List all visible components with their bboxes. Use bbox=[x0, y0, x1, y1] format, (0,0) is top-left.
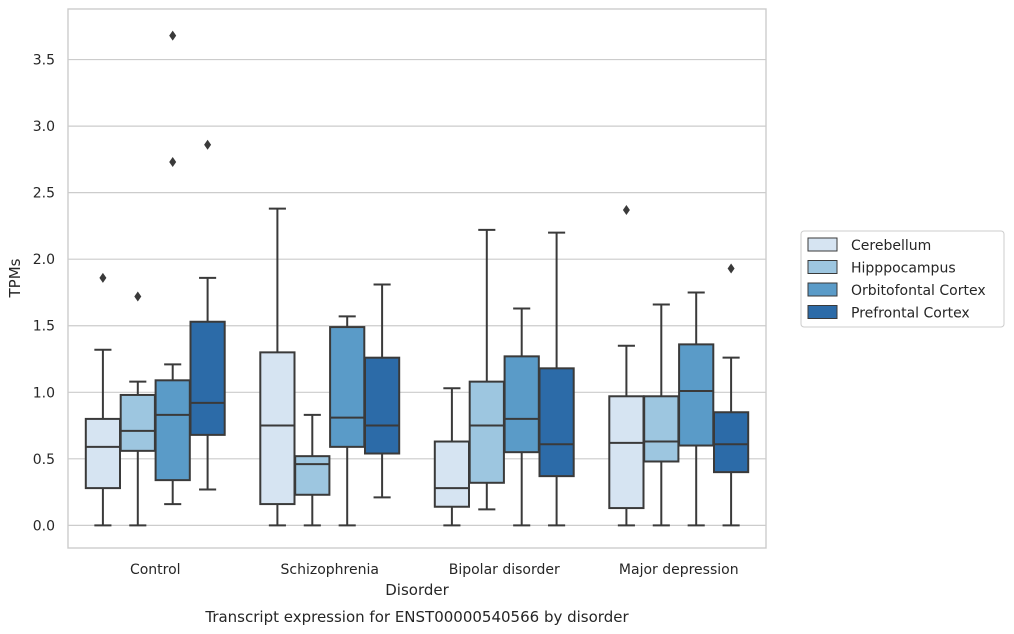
box bbox=[84, 417, 122, 490]
outlier-point bbox=[99, 272, 107, 283]
y-tick-labels: 0.0 0.5 1.0 1.5 2.0 2.5 3.0 3.5 bbox=[33, 53, 55, 535]
outlier-point bbox=[727, 263, 735, 274]
legend-label: Orbitofontal Cortex bbox=[851, 283, 986, 299]
y-tick-label: 0.5 bbox=[33, 452, 55, 468]
y-tick-label: 3.5 bbox=[33, 53, 55, 69]
category-group bbox=[84, 30, 226, 527]
category-group bbox=[608, 204, 750, 527]
legend: Cerebellum Hipppocampus Orbitofontal Corte… bbox=[800, 230, 1005, 328]
category-group bbox=[433, 228, 575, 527]
box bbox=[643, 395, 680, 463]
x-tick-label: Bipolar disorder bbox=[449, 562, 560, 578]
box bbox=[259, 351, 296, 506]
category-group bbox=[259, 207, 401, 527]
legend-label: Prefrontal Cortex bbox=[851, 306, 970, 322]
box bbox=[608, 395, 645, 510]
x-tick-label: Major depression bbox=[619, 562, 739, 578]
box bbox=[119, 393, 156, 452]
legend-swatch bbox=[807, 305, 838, 319]
outlier-point bbox=[204, 139, 212, 150]
legend-label: Cerebellum bbox=[851, 238, 931, 254]
box bbox=[468, 380, 505, 484]
outlier-point bbox=[169, 157, 177, 168]
x-tick-labels: Control Schizophrenia Bipolar disorder Majo… bbox=[130, 562, 739, 578]
outlier-point bbox=[134, 291, 142, 302]
y-tick-label: 2.5 bbox=[33, 186, 55, 202]
y-tick-label: 1.5 bbox=[33, 319, 55, 335]
x-tick-label: Control bbox=[130, 562, 181, 578]
legend-swatch bbox=[807, 260, 838, 274]
box bbox=[363, 356, 401, 455]
box bbox=[503, 355, 540, 454]
outlier-point bbox=[622, 204, 630, 215]
legend-swatch bbox=[807, 282, 838, 297]
y-tick-label: 0.0 bbox=[33, 518, 55, 534]
box bbox=[189, 320, 226, 436]
box bbox=[433, 440, 471, 508]
y-tick-label: 2.0 bbox=[33, 252, 55, 268]
x-tick-label: Schizophrenia bbox=[281, 562, 379, 578]
x-axis-label: Disorder bbox=[385, 581, 449, 599]
outlier-point bbox=[169, 30, 177, 41]
box bbox=[329, 326, 366, 448]
chart-caption: Transcript expression for ENST0000054056… bbox=[204, 608, 629, 626]
legend-label: Hipppocampus bbox=[851, 261, 956, 277]
y-tick-label: 1.0 bbox=[33, 385, 55, 401]
box bbox=[154, 379, 191, 482]
plot-frame bbox=[67, 8, 767, 549]
y-axis-label: TPMs bbox=[6, 258, 24, 298]
box bbox=[712, 411, 750, 474]
legend-swatch bbox=[807, 237, 838, 252]
box bbox=[678, 343, 715, 447]
box bbox=[538, 367, 575, 478]
box bbox=[294, 455, 331, 496]
y-tick-label: 3.0 bbox=[33, 119, 55, 135]
box-groups bbox=[84, 30, 750, 527]
legend-frame bbox=[800, 230, 1005, 328]
